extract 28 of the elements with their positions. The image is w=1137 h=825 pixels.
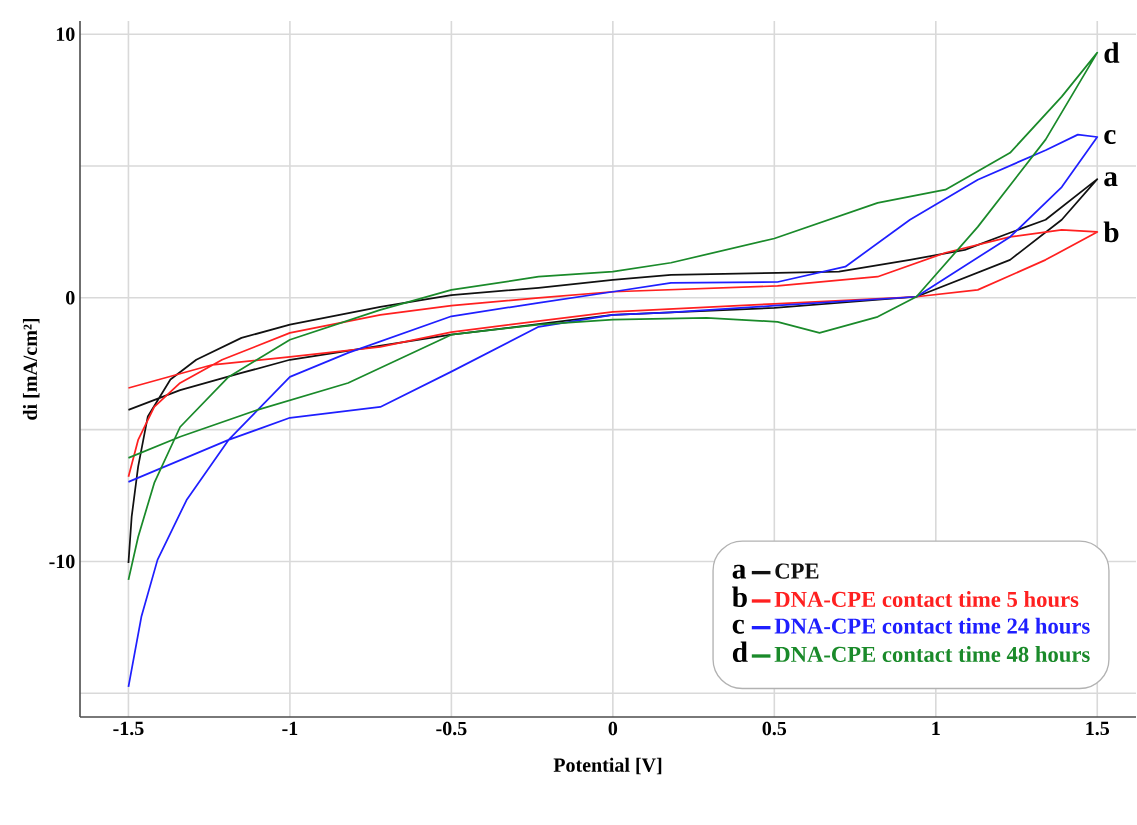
y-axis-title: di [mA/cm²] (22, 318, 40, 420)
x-tick-label: -1 (282, 721, 298, 735)
x-axis-title: Potential [V] (553, 757, 662, 775)
x-tick-label: 0 (608, 721, 618, 736)
x-tick-label: -1.5 (113, 721, 144, 736)
line-series (127, 133, 1099, 688)
legend-label: CPE (775, 563, 819, 579)
x-tick-label: 0.5 (762, 721, 787, 736)
annotation: c (1104, 129, 1116, 145)
line-series (127, 178, 1099, 564)
text: c (732, 619, 745, 634)
text: a (732, 564, 746, 579)
y-tick-label: -10 (49, 554, 75, 569)
line-series (127, 228, 1099, 478)
x-tick-label: 1.5 (1086, 721, 1110, 736)
x-tick-label: -0.5 (436, 721, 467, 736)
legend-label: DNA-CPE contact time 5 hours (774, 591, 1079, 608)
legend-label: DNA-CPE contact time 48 hours (774, 646, 1090, 663)
y-tick-label: 0 (66, 291, 75, 305)
annotation: a (1104, 172, 1118, 187)
line-series (127, 51, 1099, 581)
text: d (732, 641, 748, 663)
annotation: d (1104, 42, 1120, 63)
x-tick-label: 1 (932, 721, 940, 735)
legend-label: DNA-CPE contact time 24 hours (774, 617, 1090, 634)
text: b (732, 586, 747, 608)
y-tick-label: 10 (56, 27, 75, 41)
annotation: b (1103, 221, 1119, 243)
